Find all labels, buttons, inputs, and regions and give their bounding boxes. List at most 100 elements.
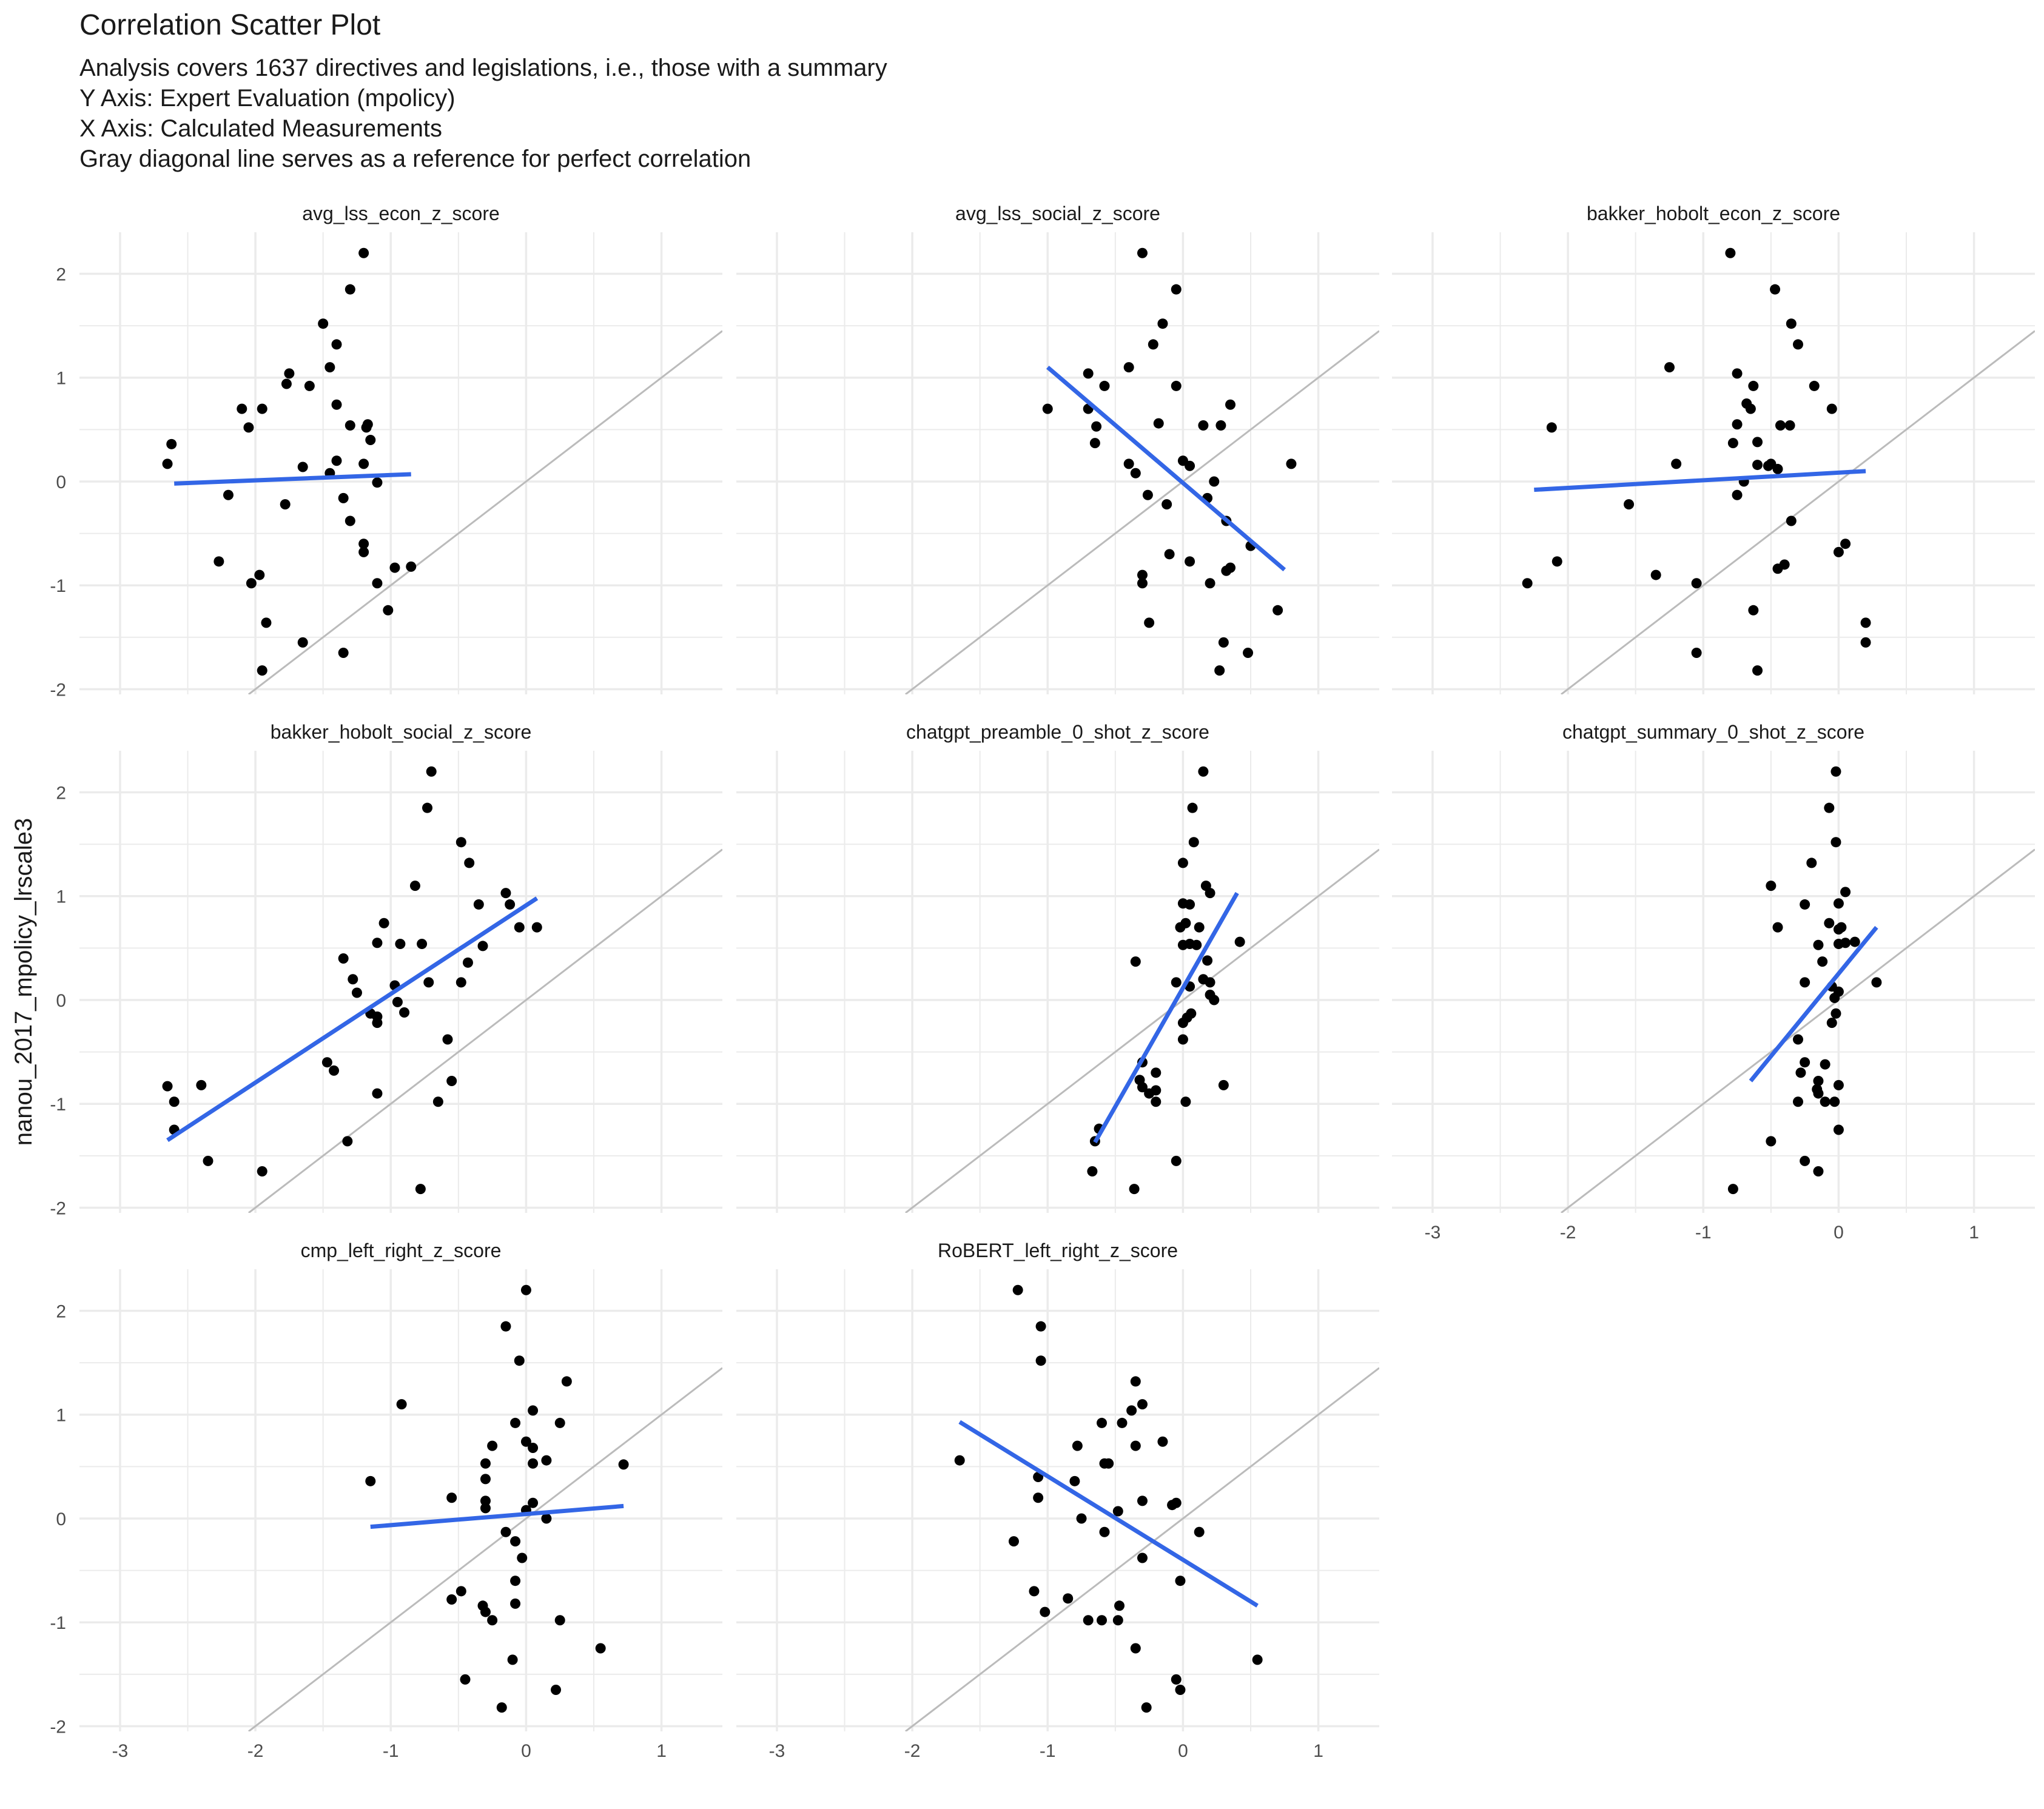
data-point bbox=[257, 665, 267, 676]
data-point bbox=[1103, 1458, 1114, 1469]
data-point bbox=[372, 938, 383, 948]
data-point bbox=[237, 403, 247, 414]
data-point bbox=[254, 569, 265, 580]
data-point bbox=[1126, 1405, 1137, 1416]
data-point bbox=[456, 837, 466, 848]
data-point bbox=[1069, 1475, 1080, 1486]
subtitle-line-4: Gray diagonal line serves as a reference… bbox=[79, 146, 751, 172]
data-point bbox=[378, 918, 389, 928]
data-point bbox=[1806, 858, 1817, 868]
data-point bbox=[1137, 569, 1148, 580]
data-point bbox=[331, 399, 342, 410]
x-tick-label: -1 bbox=[1040, 1741, 1056, 1761]
y-tick-label: 0 bbox=[56, 991, 66, 1011]
data-point bbox=[1691, 578, 1702, 589]
data-point bbox=[1194, 922, 1205, 933]
data-point bbox=[1033, 1492, 1044, 1503]
data-point bbox=[1243, 648, 1254, 659]
panel-title: avg_lss_econ_z_score bbox=[302, 203, 500, 224]
data-point bbox=[561, 1376, 572, 1387]
data-point bbox=[417, 938, 428, 949]
panel-title: chatgpt_summary_0_shot_z_score bbox=[1562, 721, 1864, 743]
data-point bbox=[1772, 463, 1783, 474]
reference-diagonal-line bbox=[1561, 330, 2035, 694]
fit-line bbox=[370, 1503, 624, 1529]
data-point bbox=[361, 422, 372, 433]
subtitle-line-2: Y Axis: Expert Evaluation (mpolicy) bbox=[79, 85, 456, 112]
data-point bbox=[1826, 1018, 1837, 1029]
data-point bbox=[446, 1492, 457, 1503]
data-point bbox=[480, 1503, 491, 1514]
data-point bbox=[406, 561, 417, 572]
y-tick-label: 2 bbox=[56, 264, 66, 284]
reference-diagonal-line bbox=[248, 848, 722, 1213]
fit-line bbox=[1046, 365, 1286, 572]
data-point bbox=[1171, 1155, 1182, 1166]
data-point bbox=[297, 637, 308, 648]
data-point bbox=[514, 922, 525, 933]
data-point bbox=[1820, 1059, 1831, 1070]
data-point bbox=[1198, 766, 1209, 777]
data-point bbox=[1198, 420, 1209, 431]
data-point bbox=[446, 1594, 457, 1605]
data-point bbox=[1162, 499, 1172, 510]
data-point bbox=[1218, 637, 1229, 648]
data-point bbox=[348, 974, 358, 985]
data-point bbox=[1671, 458, 1682, 469]
y-tick-label: -1 bbox=[50, 1613, 66, 1633]
data-point bbox=[1214, 665, 1225, 676]
subtitle-line-3: X Axis: Calculated Measurements bbox=[79, 115, 443, 142]
data-point bbox=[1551, 556, 1562, 567]
data-point bbox=[203, 1155, 213, 1166]
x-tick-label: 0 bbox=[1834, 1223, 1844, 1243]
data-point bbox=[442, 1034, 453, 1045]
data-point bbox=[284, 368, 295, 379]
data-point bbox=[162, 458, 173, 469]
data-point bbox=[1180, 1096, 1191, 1107]
data-point bbox=[257, 1166, 267, 1177]
data-point bbox=[1012, 1284, 1023, 1295]
data-point bbox=[1826, 403, 1837, 414]
data-point bbox=[510, 1598, 521, 1609]
data-point bbox=[1202, 955, 1213, 966]
data-point bbox=[365, 1475, 376, 1486]
data-point bbox=[1112, 1615, 1123, 1626]
panel-title: chatgpt_preamble_0_shot_z_score bbox=[906, 721, 1209, 743]
data-point bbox=[1792, 1096, 1803, 1107]
data-point bbox=[1164, 549, 1175, 560]
data-point bbox=[1829, 1096, 1840, 1107]
panel-title: cmp_left_right_z_score bbox=[301, 1240, 502, 1261]
data-point bbox=[500, 1321, 511, 1332]
data-point bbox=[517, 1552, 528, 1563]
reference-diagonal-line bbox=[248, 1367, 722, 1731]
data-point bbox=[345, 284, 355, 295]
data-point bbox=[1123, 362, 1134, 373]
data-point bbox=[1286, 458, 1297, 469]
data-point bbox=[365, 434, 376, 445]
data-point bbox=[261, 617, 272, 628]
x-tick-label: -2 bbox=[247, 1741, 264, 1761]
data-point bbox=[1072, 1440, 1083, 1451]
data-point bbox=[338, 648, 349, 659]
data-point bbox=[1187, 802, 1198, 813]
data-point bbox=[514, 1355, 525, 1366]
data-point bbox=[1137, 247, 1148, 258]
data-point bbox=[213, 556, 224, 567]
data-point bbox=[166, 438, 177, 449]
data-point bbox=[1786, 515, 1797, 526]
reference-diagonal-line bbox=[248, 330, 722, 694]
data-point bbox=[1546, 422, 1557, 433]
data-point bbox=[618, 1459, 629, 1470]
x-tick-label: -1 bbox=[383, 1741, 399, 1761]
data-point bbox=[1831, 1008, 1841, 1019]
data-point bbox=[1040, 1606, 1051, 1617]
data-point bbox=[473, 899, 484, 910]
data-point bbox=[528, 1405, 539, 1416]
data-point bbox=[487, 1615, 498, 1626]
data-point bbox=[1833, 1079, 1844, 1090]
data-point bbox=[1153, 418, 1164, 429]
data-point bbox=[1114, 1600, 1125, 1611]
data-point bbox=[1833, 1124, 1844, 1135]
data-point bbox=[1205, 578, 1215, 589]
